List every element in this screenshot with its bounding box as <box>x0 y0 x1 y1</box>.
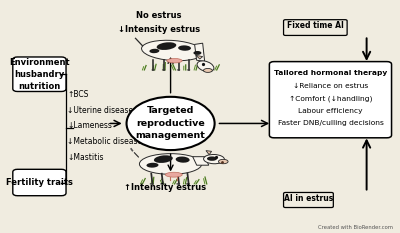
Ellipse shape <box>149 49 160 53</box>
Ellipse shape <box>176 157 190 163</box>
Ellipse shape <box>167 58 182 63</box>
Text: ↑BCS: ↑BCS <box>67 90 88 99</box>
Text: ↑Comfort (↓handling): ↑Comfort (↓handling) <box>289 95 372 102</box>
Ellipse shape <box>218 159 228 164</box>
Polygon shape <box>206 151 212 155</box>
Text: ↓Mastitis: ↓Mastitis <box>67 153 104 162</box>
FancyBboxPatch shape <box>13 57 66 92</box>
Text: Labour efficiency: Labour efficiency <box>298 108 363 114</box>
Ellipse shape <box>151 69 155 71</box>
Ellipse shape <box>186 183 190 185</box>
Text: ↓Lameness: ↓Lameness <box>67 121 112 130</box>
Ellipse shape <box>187 69 190 71</box>
Ellipse shape <box>140 154 202 174</box>
Text: Faster DNB/culling decisions: Faster DNB/culling decisions <box>278 120 383 126</box>
Ellipse shape <box>204 154 224 164</box>
FancyBboxPatch shape <box>13 169 66 196</box>
Text: Environment
husbandry
nutrition: Environment husbandry nutrition <box>9 58 70 91</box>
Ellipse shape <box>207 156 217 161</box>
Circle shape <box>126 97 215 150</box>
Text: ↓Uterine diseases: ↓Uterine diseases <box>67 106 137 115</box>
Ellipse shape <box>150 183 154 185</box>
Ellipse shape <box>162 69 166 71</box>
Text: Created with BioRender.com: Created with BioRender.com <box>318 225 393 230</box>
Ellipse shape <box>157 42 176 50</box>
Ellipse shape <box>160 183 164 185</box>
Text: ↓Reliance on estrus: ↓Reliance on estrus <box>293 83 368 89</box>
Ellipse shape <box>204 69 212 72</box>
Ellipse shape <box>176 183 180 185</box>
Text: Targeted
reproductive
management: Targeted reproductive management <box>136 106 206 140</box>
Polygon shape <box>196 55 203 59</box>
Text: Fixed time AI: Fixed time AI <box>287 21 344 30</box>
Ellipse shape <box>197 61 214 72</box>
Ellipse shape <box>177 69 180 71</box>
Polygon shape <box>195 43 205 62</box>
Ellipse shape <box>154 155 173 163</box>
Ellipse shape <box>178 45 191 51</box>
Text: No estrus: No estrus <box>136 11 182 20</box>
Ellipse shape <box>146 163 158 168</box>
Text: ↓Metabolic diseases: ↓Metabolic diseases <box>67 137 146 146</box>
FancyBboxPatch shape <box>284 192 333 208</box>
Text: Tailored hormonal therapy: Tailored hormonal therapy <box>274 70 387 76</box>
Text: ↓Intensity estrus: ↓Intensity estrus <box>118 25 200 34</box>
FancyBboxPatch shape <box>269 62 392 138</box>
Text: AI in estrus: AI in estrus <box>284 194 333 202</box>
Ellipse shape <box>165 172 182 177</box>
Text: ↑Intensity estrus: ↑Intensity estrus <box>124 183 206 192</box>
FancyBboxPatch shape <box>284 20 347 35</box>
Text: Fertility traits: Fertility traits <box>6 178 73 187</box>
Ellipse shape <box>142 40 204 61</box>
Ellipse shape <box>194 51 202 55</box>
Polygon shape <box>193 157 209 165</box>
